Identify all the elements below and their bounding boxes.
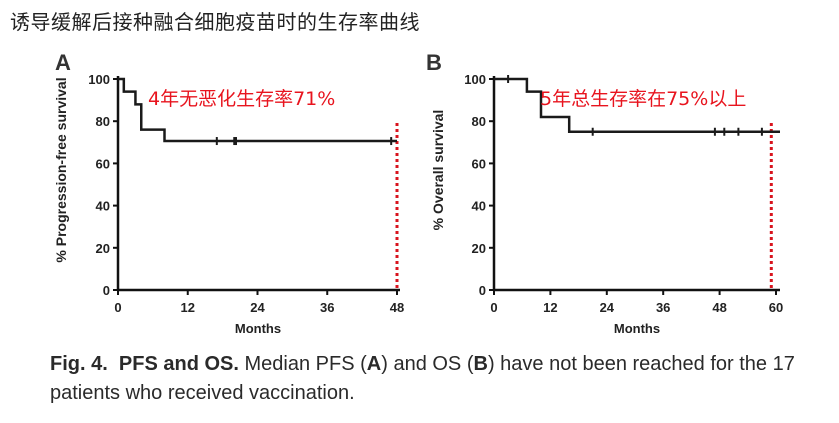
panel-a-y-tick-label: 40: [96, 199, 110, 214]
panel-b-x-tick-label: 12: [543, 300, 557, 315]
caption-label: Fig. 4.: [50, 353, 108, 375]
panel-a-y-ticks: 0 20 40 60 80 100: [88, 72, 118, 298]
panel-a-x-tick-label: 12: [181, 300, 195, 315]
panel-b-xlabel: Months: [614, 321, 660, 336]
panel-a-censor-marks: [215, 137, 393, 146]
panel-a-survival-curve: [118, 77, 397, 143]
panel-b-label: B: [426, 50, 442, 75]
panel-a-y-tick-label: 100: [88, 72, 110, 87]
panel-b-y-tick-label: 100: [464, 72, 486, 87]
panel-a-label: A: [55, 50, 71, 75]
panel-b-survival-curve: [494, 77, 780, 133]
panel-b-ylabel: % Overall survival: [430, 110, 446, 231]
caption-panel-b-ref: B: [473, 353, 488, 375]
panel-a-y-tick-label: 60: [96, 156, 110, 171]
panel-a-y-tick-label: 80: [96, 114, 110, 129]
panel-b-x-tick-label: 60: [769, 300, 783, 315]
panel-a-ylabel: % Progression-free survival: [53, 77, 69, 262]
caption-heading: PFS and OS.: [118, 353, 239, 375]
panel-a: A % Progression-free survival 0 20 40 60 80 1…: [53, 50, 404, 336]
caption-text-3: ) have not been reached for the 17 patie…: [50, 353, 795, 404]
panel-a-y-tick-label: 20: [96, 241, 110, 256]
figure-svg: A % Progression-free survival 0 20 40 60 80 1…: [53, 50, 783, 336]
panel-b-y-tick-label: 20: [472, 241, 486, 256]
panel-b-y-tick-label: 0: [479, 283, 486, 298]
panel-a-x-ticks: 0 12 24 36 48: [114, 290, 404, 315]
panel-b: B % Overall survival 0 20 40 60 80 100 0 12 24 3…: [426, 50, 783, 336]
panel-b-y-tick-label: 40: [472, 199, 486, 214]
panel-b-x-tick-label: 48: [712, 300, 726, 315]
panel-b-x-tick-label: 36: [656, 300, 670, 315]
panel-b-x-ticks: 0 12 24 36 48 60: [490, 290, 783, 315]
panel-b-x-tick-label: 0: [490, 300, 497, 315]
panel-a-x-tick-label: 36: [320, 300, 334, 315]
panel-a-annotation: 4年无恶化生存率71%: [148, 88, 335, 110]
panel-b-censor-marks: [507, 75, 763, 136]
page-title: 诱导缓解后接种融合细胞疫苗时的生存率曲线: [10, 10, 420, 34]
panel-a-x-tick-label: 48: [390, 300, 404, 315]
panel-a-xlabel: Months: [235, 321, 281, 336]
figure-caption: Fig. 4. PFS and OS. Median PFS (A) and O…: [50, 350, 820, 408]
panel-b-y-tick-label: 80: [472, 114, 486, 129]
panel-a-x-tick-label: 24: [250, 300, 265, 315]
panel-a-y-tick-label: 0: [103, 283, 110, 298]
caption-text-1: Median PFS (: [244, 353, 367, 375]
panel-b-annotation: 5年总生存率在75%以上: [540, 88, 746, 110]
caption-text-2: ) and OS (: [381, 353, 474, 375]
panel-b-y-tick-label: 60: [472, 156, 486, 171]
panel-b-y-ticks: 0 20 40 60 80 100: [464, 72, 494, 298]
panel-b-x-tick-label: 24: [600, 300, 615, 315]
panel-a-x-tick-label: 0: [114, 300, 121, 315]
caption-panel-a-ref: A: [366, 353, 382, 375]
